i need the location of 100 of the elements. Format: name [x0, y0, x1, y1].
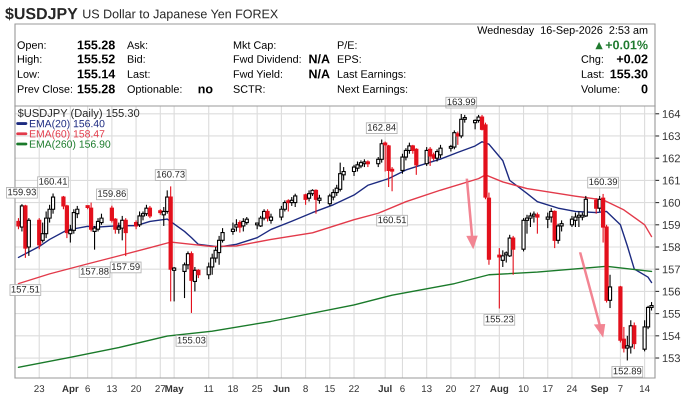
candlestick — [570, 215, 574, 228]
text: Fwd Yield: — [234, 70, 282, 78]
x-tick-label: 10 — [518, 385, 529, 392]
x-tick-label: 6 — [85, 385, 90, 392]
x-tick-label: 18 — [228, 385, 238, 392]
y-tick-label: 153 — [662, 354, 680, 362]
annotation: 160.41 — [39, 178, 68, 185]
y-tick-label: 161 — [662, 176, 680, 185]
y-tick-label: 159 — [662, 221, 680, 229]
text: Last: — [128, 70, 150, 78]
x-tick-label: 17 — [543, 385, 553, 392]
x-tick-label: 14 — [640, 385, 650, 392]
candlestick — [608, 274, 612, 309]
y-tick-label: 154 — [662, 332, 680, 340]
annotation: 160.51 — [378, 216, 406, 224]
candlestick — [428, 146, 432, 167]
candlestick — [546, 212, 550, 229]
y-tick-label: 160 — [662, 198, 680, 207]
x-tick-label: Aug — [490, 385, 508, 394]
text: 155.52 — [78, 54, 115, 64]
x-tick-label: 22 — [349, 385, 359, 392]
y-tick-label: 157 — [662, 266, 680, 274]
text: EPS: — [338, 55, 361, 63]
annotation: 155.03 — [178, 336, 206, 344]
candlestick — [124, 218, 128, 257]
text: Open: — [18, 41, 46, 52]
candlestick — [137, 210, 142, 228]
candlestick — [472, 118, 478, 130]
annotation: 152.89 — [614, 368, 642, 374]
x-tick-label: Apr — [62, 385, 79, 394]
x-tick-label: 6 — [400, 385, 405, 392]
y-tick-label: 156 — [662, 288, 680, 296]
x-tick-label: 27 — [470, 385, 480, 392]
x-tick-label: 20 — [446, 385, 456, 392]
candlestick — [456, 130, 460, 146]
candlestick — [452, 130, 456, 150]
candlestick — [88, 202, 94, 232]
x-tick-label: 11 — [204, 385, 214, 392]
annotation: 155.23 — [486, 316, 514, 322]
x-tick-label: 24 — [567, 385, 578, 392]
text: Wednesday 16-Sep-2026 2:53 am — [477, 26, 648, 36]
x-tick-label: 27 — [155, 385, 166, 392]
y-tick-label: 158 — [662, 243, 680, 252]
text: no — [198, 86, 213, 94]
candlestick — [265, 208, 270, 222]
candlestick — [556, 223, 560, 244]
text: Low: — [18, 70, 39, 78]
x-tick-label: 8 — [303, 385, 308, 392]
text: Last Earnings: — [338, 70, 406, 80]
annotation: 160.39 — [589, 178, 618, 186]
legend-title: $USDJPY (Daily) 155.30 — [18, 108, 140, 120]
legend-label: EMA(260) 156.90 — [30, 140, 110, 150]
candlestick — [234, 218, 239, 232]
candlestick — [293, 193, 298, 208]
text: Mkt Cap: — [234, 40, 276, 52]
text: ▲+0.01% — [595, 40, 648, 50]
text: High: — [18, 54, 42, 66]
x-tick-label: Jun — [272, 385, 290, 392]
candlestick — [497, 248, 502, 310]
legend-label: EMA(60) 158.47 — [30, 130, 104, 140]
x-tick-label: 25 — [252, 385, 262, 392]
text: 0 — [642, 84, 648, 94]
annotation: 160.73 — [156, 170, 185, 178]
text: Chg: — [582, 54, 603, 66]
chart-subtitle: US Dollar to Japanese Yen FOREX — [83, 9, 278, 21]
annotation: 157.59 — [112, 263, 140, 270]
candlestick — [414, 148, 418, 176]
text: Next Earnings: — [338, 84, 408, 96]
text: Bid: — [128, 54, 145, 63]
candlestick — [314, 188, 318, 214]
x-tick-label: 13 — [107, 385, 117, 392]
y-tick-label: 162 — [662, 154, 680, 162]
candlestick — [584, 195, 588, 218]
x-tick-label: 7 — [618, 385, 623, 392]
candlestick — [500, 250, 505, 268]
text: 155.28 — [78, 40, 115, 50]
candlestick — [352, 164, 356, 176]
y-tick-label: 163 — [662, 132, 680, 140]
annotation: 159.93 — [8, 188, 36, 196]
text: 155.28 — [78, 84, 115, 94]
y-tick-label: 164 — [662, 110, 680, 118]
text: Prev Close: — [18, 84, 72, 93]
candlestick — [268, 213, 274, 224]
y-tick-label: 155 — [662, 310, 680, 318]
candlestick — [306, 190, 312, 202]
candlestick — [632, 322, 636, 350]
candlestick — [535, 212, 540, 234]
text: N/A — [309, 69, 330, 78]
x-tick-label: May — [165, 385, 184, 394]
candlestick — [511, 235, 516, 276]
annotation: 157.88 — [80, 268, 109, 275]
annotation: 157.51 — [12, 286, 40, 293]
chart-title: $USDJPY — [5, 7, 78, 20]
text: SCTR: — [233, 85, 265, 93]
candlestick — [380, 138, 384, 164]
candlestick — [424, 146, 429, 167]
x-tick-label: 15 — [325, 385, 335, 392]
text: P/E: — [338, 40, 356, 49]
x-tick-label: 23 — [34, 385, 44, 392]
x-tick-label: Jul — [378, 384, 392, 392]
